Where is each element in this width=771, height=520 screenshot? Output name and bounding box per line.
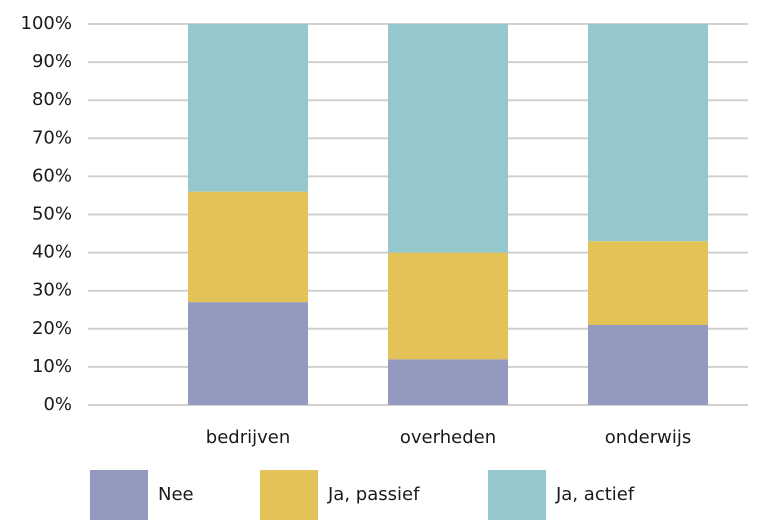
y-tick-label: 50%	[32, 204, 72, 225]
y-tick-label: 60%	[32, 165, 72, 186]
bar-segment	[588, 24, 708, 242]
legend-label: Nee	[158, 484, 194, 505]
legend-swatch	[260, 470, 318, 520]
bar-segment	[188, 191, 308, 303]
legend-swatch	[488, 470, 546, 520]
x-tick-label: overheden	[400, 427, 496, 448]
x-tick-label: bedrijven	[206, 427, 290, 448]
bar-segment	[388, 359, 508, 405]
bar-segment	[188, 24, 308, 192]
bar-segment	[588, 324, 708, 405]
y-tick-label: 100%	[21, 13, 72, 34]
legend-swatch	[90, 470, 148, 520]
y-tick-label: 90%	[32, 51, 72, 72]
legend-label: Ja, passief	[327, 484, 420, 505]
y-tick-label: 10%	[32, 356, 72, 377]
bar-segment	[588, 241, 708, 325]
bar-segment	[188, 302, 308, 405]
y-tick-label: 30%	[32, 280, 72, 301]
bar-segment	[388, 24, 508, 253]
x-tick-label: onderwijs	[605, 427, 691, 448]
legend-label: Ja, actief	[555, 484, 635, 505]
y-tick-label: 40%	[32, 242, 72, 263]
bar-segment	[388, 252, 508, 360]
y-tick-label: 20%	[32, 318, 72, 339]
y-tick-label: 0%	[43, 394, 72, 415]
y-tick-label: 70%	[32, 127, 72, 148]
y-tick-label: 80%	[32, 89, 72, 110]
